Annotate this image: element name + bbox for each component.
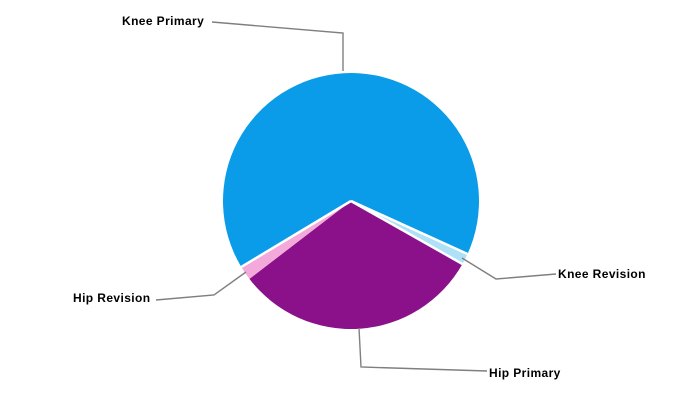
callout-line-knee-primary [211, 21, 344, 71]
callout-label-knee-primary: Knee Primary [122, 14, 205, 28]
callout-line-knee-revision [461, 257, 557, 280]
pie-slice-hip-revision [241, 201, 351, 279]
slice-separator [240, 199, 352, 268]
pie-slice-knee-primary [223, 72, 480, 267]
callout-label-hip-revision: Hip Revision [73, 291, 151, 305]
slice-separator [350, 199, 469, 256]
callout-label-knee-revision: Knee Revision [558, 267, 646, 281]
callout-line-hip-primary [358, 327, 488, 372]
callout-label-hip-primary: Hip Primary [489, 366, 561, 380]
pie-slice-hip-primary [249, 201, 463, 330]
slice-separator [350, 199, 464, 266]
callout-line-hip-revision [155, 271, 247, 301]
